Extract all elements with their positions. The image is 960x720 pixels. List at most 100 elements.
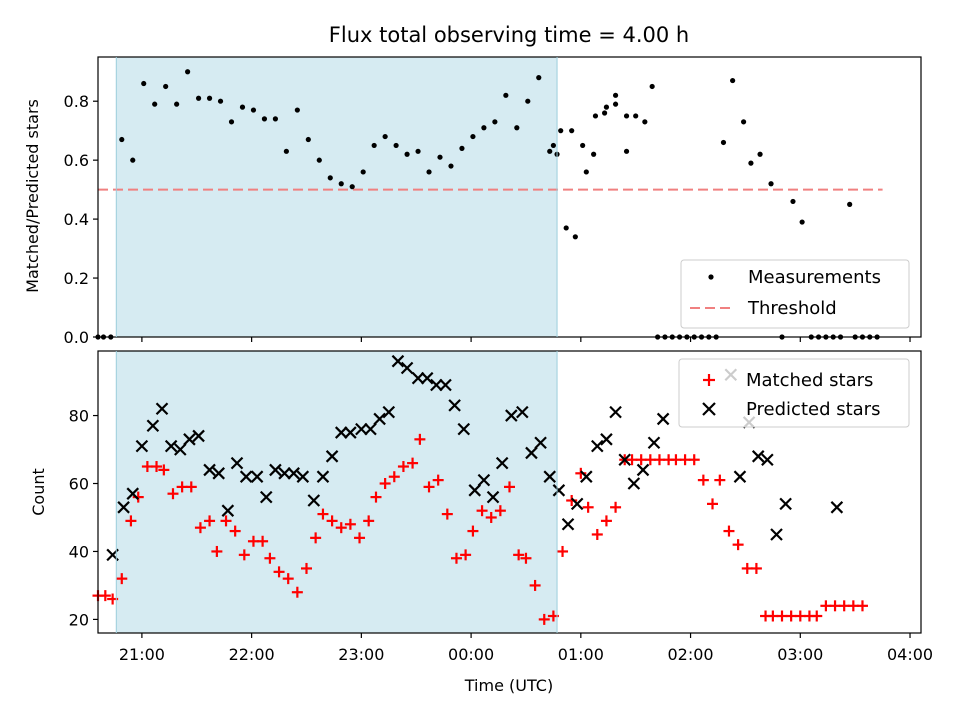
predicted-star-point	[751, 450, 765, 463]
measurement-point	[141, 80, 147, 87]
ratio-y-axis-title: Matched/Predicted stars	[23, 99, 42, 293]
matched-star-point	[220, 515, 232, 527]
measurement-point	[730, 77, 736, 84]
matched-star-point	[504, 481, 515, 493]
matched-star-point	[388, 471, 400, 483]
matched-star-point	[370, 491, 382, 503]
predicted-star-point	[448, 399, 461, 412]
measurement-point	[514, 125, 520, 131]
predicted-star-point	[250, 470, 264, 483]
matched-star-point	[194, 522, 206, 534]
y-tick-label: 0.8	[64, 92, 89, 111]
matched-star-point	[538, 613, 550, 625]
measurement-point	[550, 142, 556, 149]
predicted-star-point	[600, 433, 613, 446]
predicted-star-point	[135, 439, 149, 453]
measurement-point	[563, 225, 569, 231]
measurement-point	[720, 139, 727, 146]
measurement-point	[580, 142, 586, 149]
measurement-point	[642, 119, 648, 125]
measurement-point	[603, 104, 610, 110]
matched-star-point	[310, 532, 322, 544]
predicted-star-point	[278, 467, 291, 480]
matched-star-point	[485, 511, 497, 523]
measurement-point	[633, 113, 639, 119]
measurement-point	[623, 113, 630, 119]
measurement-point	[217, 98, 224, 104]
observing-window-span	[116, 351, 558, 633]
measurement-point	[371, 142, 377, 149]
x-tick-label: 21:00	[119, 645, 165, 664]
count-points	[92, 354, 868, 625]
measurement-point	[448, 163, 454, 169]
x-tick-label: 23:00	[338, 645, 384, 664]
y-axis-ticks: 20 40 60 80	[69, 407, 98, 629]
legend-measurements-marker	[708, 274, 714, 280]
observing-window-span	[116, 57, 558, 337]
matched-star-point	[432, 474, 444, 486]
measurement-point	[592, 113, 599, 119]
measurement-point	[569, 128, 575, 134]
matched-star-point	[557, 545, 569, 557]
matched-star-point	[264, 552, 276, 564]
predicted-star-point	[656, 412, 670, 426]
matched-star-point	[414, 433, 426, 445]
measurement-point	[470, 133, 476, 140]
y-tick-label: 40	[69, 542, 89, 561]
predicted-star-point	[468, 484, 482, 497]
measurement-point	[768, 181, 774, 187]
predicted-star-point	[400, 361, 414, 375]
matched-star-point	[441, 508, 453, 520]
measurement-point	[536, 75, 542, 81]
measurement-point	[602, 110, 608, 116]
measurement-point	[503, 92, 509, 98]
predicted-star-point	[636, 463, 650, 477]
matched-star-point	[750, 562, 762, 574]
predicted-star-point	[307, 494, 321, 507]
predicted-star-point	[543, 470, 557, 483]
predicted-star-point	[355, 422, 368, 436]
measurement-point	[206, 95, 213, 101]
matched-star-point	[732, 539, 744, 551]
matched-star-point	[211, 545, 223, 557]
predicted-star-point	[296, 470, 310, 483]
measurement-point	[426, 169, 432, 175]
x-tick-label: 03:00	[777, 645, 823, 664]
legend-threshold-label: Threshold	[747, 298, 837, 319]
predicted-star-point	[477, 473, 491, 487]
predicted-star-point	[580, 470, 593, 483]
matched-star-point	[407, 457, 419, 469]
matched-star-point	[450, 552, 462, 564]
matched-star-point	[811, 610, 823, 622]
matched-star-point	[697, 474, 709, 486]
matched-star-point	[238, 549, 250, 561]
matched-star-point	[99, 590, 111, 602]
predicted-star-point	[325, 450, 339, 463]
predicted-star-point	[570, 497, 584, 511]
predicted-star-point	[457, 422, 471, 436]
measurement-point	[338, 181, 344, 187]
predicted-star-point	[516, 405, 529, 419]
predicted-star-point	[382, 405, 396, 419]
legend-predicted-label: Predicted stars	[746, 399, 880, 420]
measurement-point	[327, 175, 333, 181]
predicted-star-point	[334, 426, 348, 439]
measurement-point	[185, 69, 191, 75]
predicted-star-point	[174, 443, 187, 456]
measurement-point	[119, 136, 125, 143]
measurement-point	[558, 128, 564, 134]
measurement-point	[130, 157, 136, 163]
predicted-star-point	[373, 412, 386, 426]
count-panel: 20 40 60 80 21:00 22:00 23:00 00:00 01:00 02:00 0…	[29, 350, 933, 695]
matched-star-point	[116, 573, 128, 585]
predicted-star-point	[183, 433, 196, 446]
predicted-star-point	[770, 528, 783, 541]
predicted-star-point	[733, 470, 747, 483]
matched-star-point	[125, 515, 137, 527]
legend-predicted-marker	[702, 402, 716, 416]
matched-star-point	[566, 494, 578, 506]
legend-matched-marker	[703, 374, 715, 386]
x-axis-ticks: 21:00 22:00 23:00 00:00 01:00 02:00 03:00 04:00	[119, 633, 933, 664]
matched-star-point	[132, 491, 144, 503]
